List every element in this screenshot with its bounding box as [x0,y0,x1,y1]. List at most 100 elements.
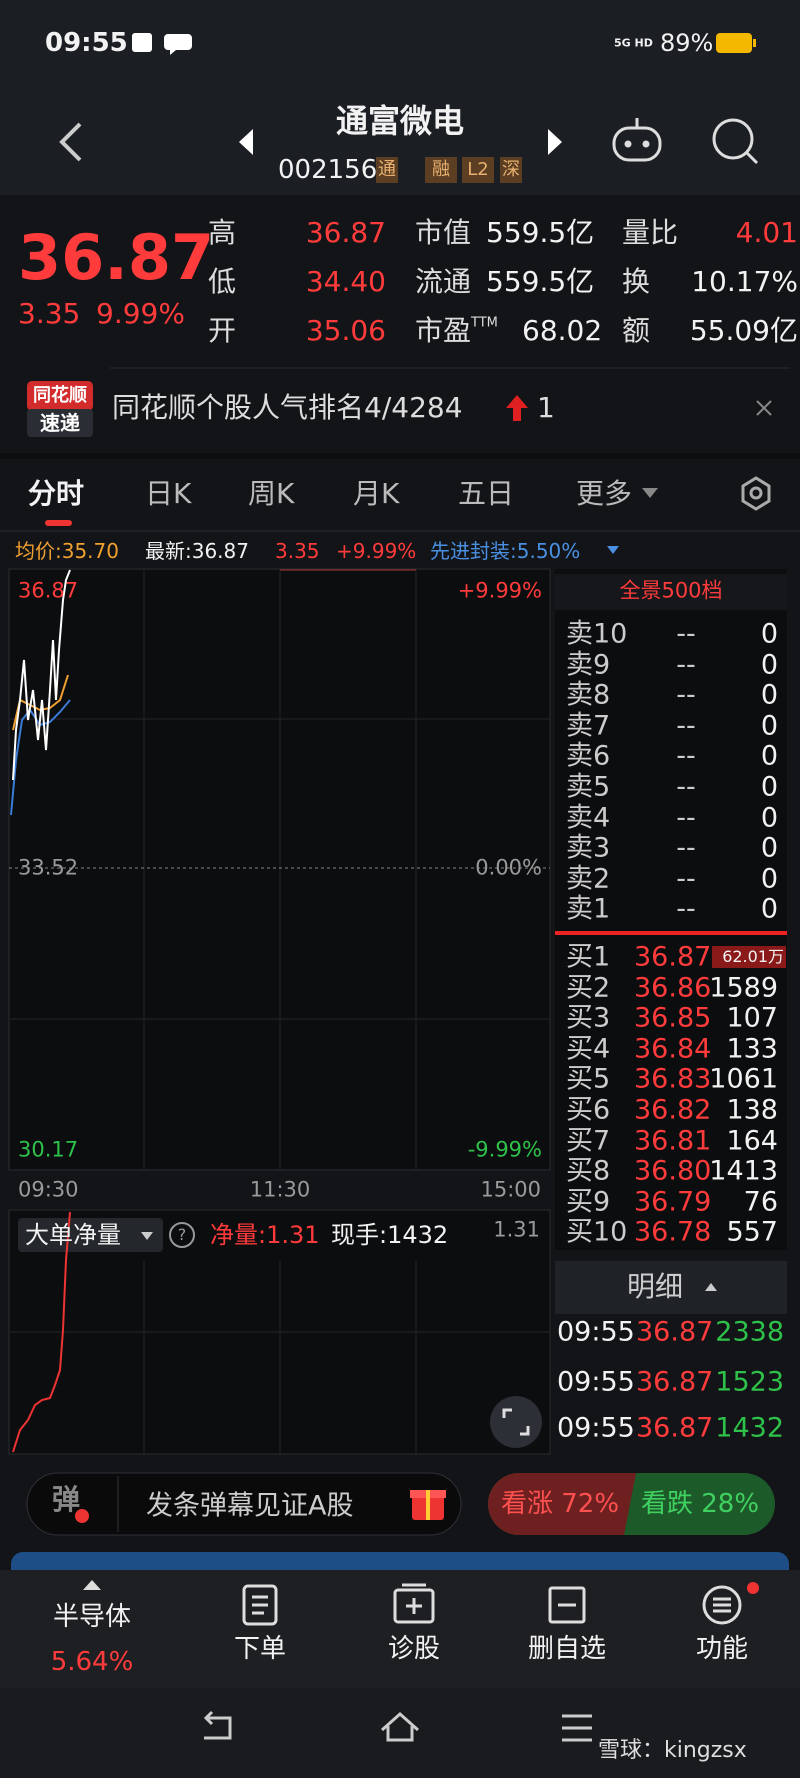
ask-price: -- [676,679,696,711]
bid-label: 买8 [566,1155,611,1187]
stat-label: 额 [622,314,651,347]
danmaku-badge: 弹 [51,1483,81,1516]
bid-volume: 76 [743,1186,778,1218]
rank-change: 1 [537,391,555,424]
danmaku-input[interactable] [26,1472,462,1536]
indicator-help[interactable]: ? [177,1225,187,1244]
status-battery: 89% [660,29,714,57]
bid-label: 买9 [566,1186,611,1218]
axis-label: +9.99% [457,578,542,603]
ask-volume: 0 [760,802,778,834]
ask-price: -- [676,771,696,803]
change-pct: +9.99% [336,539,417,563]
ask-volume: 0 [760,710,778,742]
time-label: 15:00 [480,1177,541,1202]
tab[interactable]: 五日 [458,477,515,510]
tab[interactable]: 日K [145,477,192,510]
trade-time: 09:55 [557,1366,635,1398]
tab[interactable]: 周K [248,477,295,510]
trade-volume: 1523 [715,1366,784,1398]
ask-label: 卖7 [566,710,611,742]
tab[interactable]: 月K [353,477,400,510]
trade-time: 09:55 [557,1412,635,1444]
stat-value: 68.02 [522,314,603,347]
stat-value: 559.5亿 [486,265,595,298]
stat-label: 低 [208,265,237,298]
ask-price: -- [676,863,696,895]
close-banner[interactable] [756,400,772,416]
ask-label: 卖10 [566,618,628,650]
vote-up[interactable] [488,1473,636,1535]
ask-volume: 0 [760,893,778,925]
bid-volume: 1413 [709,1155,778,1187]
vote-up-label[interactable]: 看涨 72% [500,1489,620,1519]
bid-label: 买2 [566,972,611,1004]
bid-volume: 1061 [709,1063,778,1095]
nav-item[interactable]: 删自选 [527,1634,607,1664]
bid-price: 36.85 [634,1002,712,1034]
bid-price: 36.81 [634,1125,712,1157]
back-button[interactable] [59,122,82,162]
current-hand: 现手:1432 [331,1221,449,1249]
status-time: 09:55 [45,28,128,58]
sector-change: 5.64% [50,1647,134,1677]
trade-price: 36.87 [636,1366,714,1398]
danmaku-placeholder[interactable]: 发条弹幕见证A股 [146,1490,354,1522]
stat-label-sup: TTM [471,315,498,331]
trade-price: 36.87 [636,1412,714,1444]
bid-label: 买3 [566,1002,611,1034]
nav-item[interactable]: 下单 [233,1634,287,1664]
tab[interactable]: 更多 [576,477,633,510]
time-label: 11:30 [249,1177,311,1202]
stat-label: 市盈 [415,314,472,347]
ask-price: -- [676,710,696,742]
banner-text[interactable]: 同花顺个股人气排名4/4284 [112,391,463,424]
banner-logo: 同花顺 [33,385,87,406]
settings-icon[interactable] [741,476,771,511]
sector-name[interactable]: 半导体 [52,1602,132,1632]
search-icon[interactable] [712,118,759,165]
assistant-icon[interactable] [612,118,662,162]
stat-value: 10.17% [691,265,798,298]
nav-item[interactable]: 功能 [695,1634,749,1664]
trade-price: 36.87 [636,1316,714,1348]
time-label: 09:30 [18,1177,79,1202]
next-stock[interactable] [548,129,562,155]
ask-price: -- [676,740,696,772]
bid-volume: 557 [726,1216,778,1248]
trades-title[interactable]: 明细 [626,1270,684,1303]
bid-price: 36.84 [634,1033,712,1065]
price-change: 3.35 [18,297,81,330]
axis-label: 33.52 [18,855,79,880]
bid-price: 36.78 [634,1216,712,1248]
ask-volume: 0 [760,771,778,803]
bid-price: 36.82 [634,1094,712,1126]
ask-label: 卖5 [566,771,611,803]
ask-price: -- [676,832,696,864]
prev-stock[interactable] [239,129,253,155]
stock-code: 002156 [278,155,378,185]
change: 3.35 [275,539,320,563]
nav-item[interactable]: 诊股 [387,1634,441,1664]
fullscreen-button[interactable] [490,1396,542,1448]
stat-label: 开 [208,314,237,347]
vote-down-label[interactable]: 看跌 28% [640,1489,760,1519]
avg-price: 均价:35.70 [15,539,119,563]
stat-value: 4.01 [735,216,798,249]
stat-value: 34.40 [305,265,386,298]
ask-label: 卖8 [566,679,611,711]
tab[interactable]: 分时 [28,477,85,510]
indicator-scale: 1.31 [493,1217,540,1242]
order-book-title[interactable]: 全景500档 [619,578,723,603]
ask-price: -- [676,649,696,681]
indicator-select[interactable]: 大单净量 [25,1221,121,1249]
price-change-pct: 9.99% [96,297,185,330]
bid-volume: 62.01万 [722,947,784,966]
ask-label: 卖6 [566,740,611,772]
bid-volume: 1589 [709,972,778,1004]
bid-label: 买5 [566,1063,611,1095]
stat-value: 36.87 [305,216,386,249]
sector-change[interactable]: 先进封装:5.50% [430,539,581,563]
